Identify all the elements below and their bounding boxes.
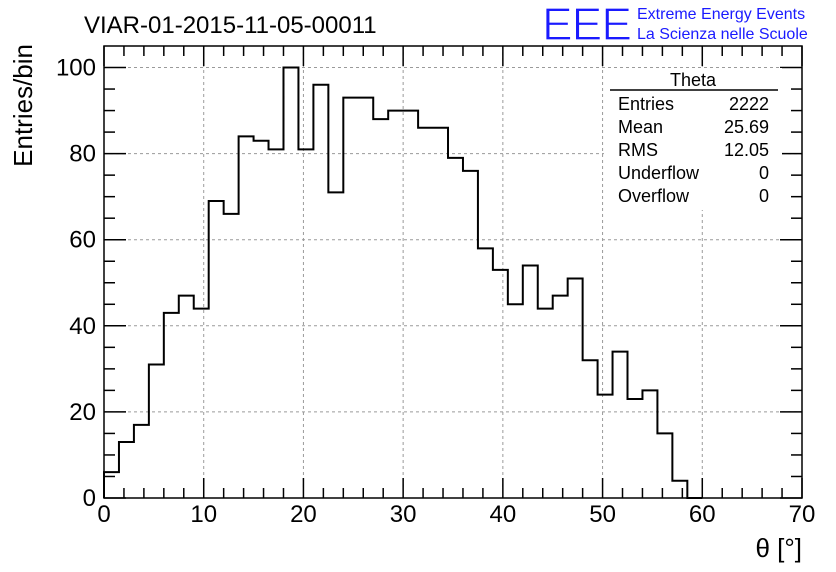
stats-box: Theta Entries 2222 Mean 25.69 RMS 12.05 Underf…	[604, 68, 782, 210]
y-tick-label: 100	[56, 55, 96, 82]
y-tick-label: 20	[69, 399, 96, 426]
y-tick-label: 80	[69, 141, 96, 168]
x-axis-label: θ [°]	[755, 533, 802, 563]
stats-value: 12.05	[724, 140, 769, 160]
stats-title: Theta	[670, 70, 717, 90]
x-tick-label: 50	[589, 501, 616, 528]
stats-value: 0	[759, 186, 769, 206]
y-axis-label: Entries/bin	[8, 44, 38, 167]
y-tick-label: 0	[83, 485, 96, 512]
x-tick-label: 10	[190, 501, 217, 528]
grid-lines	[104, 46, 802, 498]
logo-line-2: La Scienza nelle Scuole	[637, 26, 808, 43]
y-tick-labels: 0 20 40 60 80 100	[56, 55, 96, 512]
stats-value: 2222	[729, 94, 769, 114]
stats-label: Mean	[618, 117, 663, 137]
stats-label: Overflow	[618, 186, 690, 206]
histogram-step-line	[103, 66, 703, 499]
x-tick-label: 60	[689, 501, 716, 528]
stats-label: Entries	[618, 94, 674, 114]
x-tick-labels: 0 10 20 30 40 50 60 70	[97, 501, 815, 528]
plot-frame	[103, 45, 803, 499]
x-tick-label: 30	[390, 501, 417, 528]
y-tick-label: 60	[69, 227, 96, 254]
stats-label: Underflow	[618, 163, 700, 183]
x-tick-label: 20	[290, 501, 317, 528]
logo: EEE Extreme Energy Events La Scienza nel…	[541, 0, 808, 51]
stats-label: RMS	[618, 140, 658, 160]
y-tick-label: 40	[69, 313, 96, 340]
stats-value: 25.69	[724, 117, 769, 137]
stats-value: 0	[759, 163, 769, 183]
x-tick-label: 70	[789, 501, 816, 528]
x-tick-label: 0	[97, 501, 110, 528]
logo-line-1: Extreme Energy Events	[637, 6, 805, 23]
x-tick-label: 40	[490, 501, 517, 528]
logo-mark: EEE	[542, 0, 631, 50]
chart-title: VIAR-01-2015-11-05-00011	[84, 12, 377, 39]
